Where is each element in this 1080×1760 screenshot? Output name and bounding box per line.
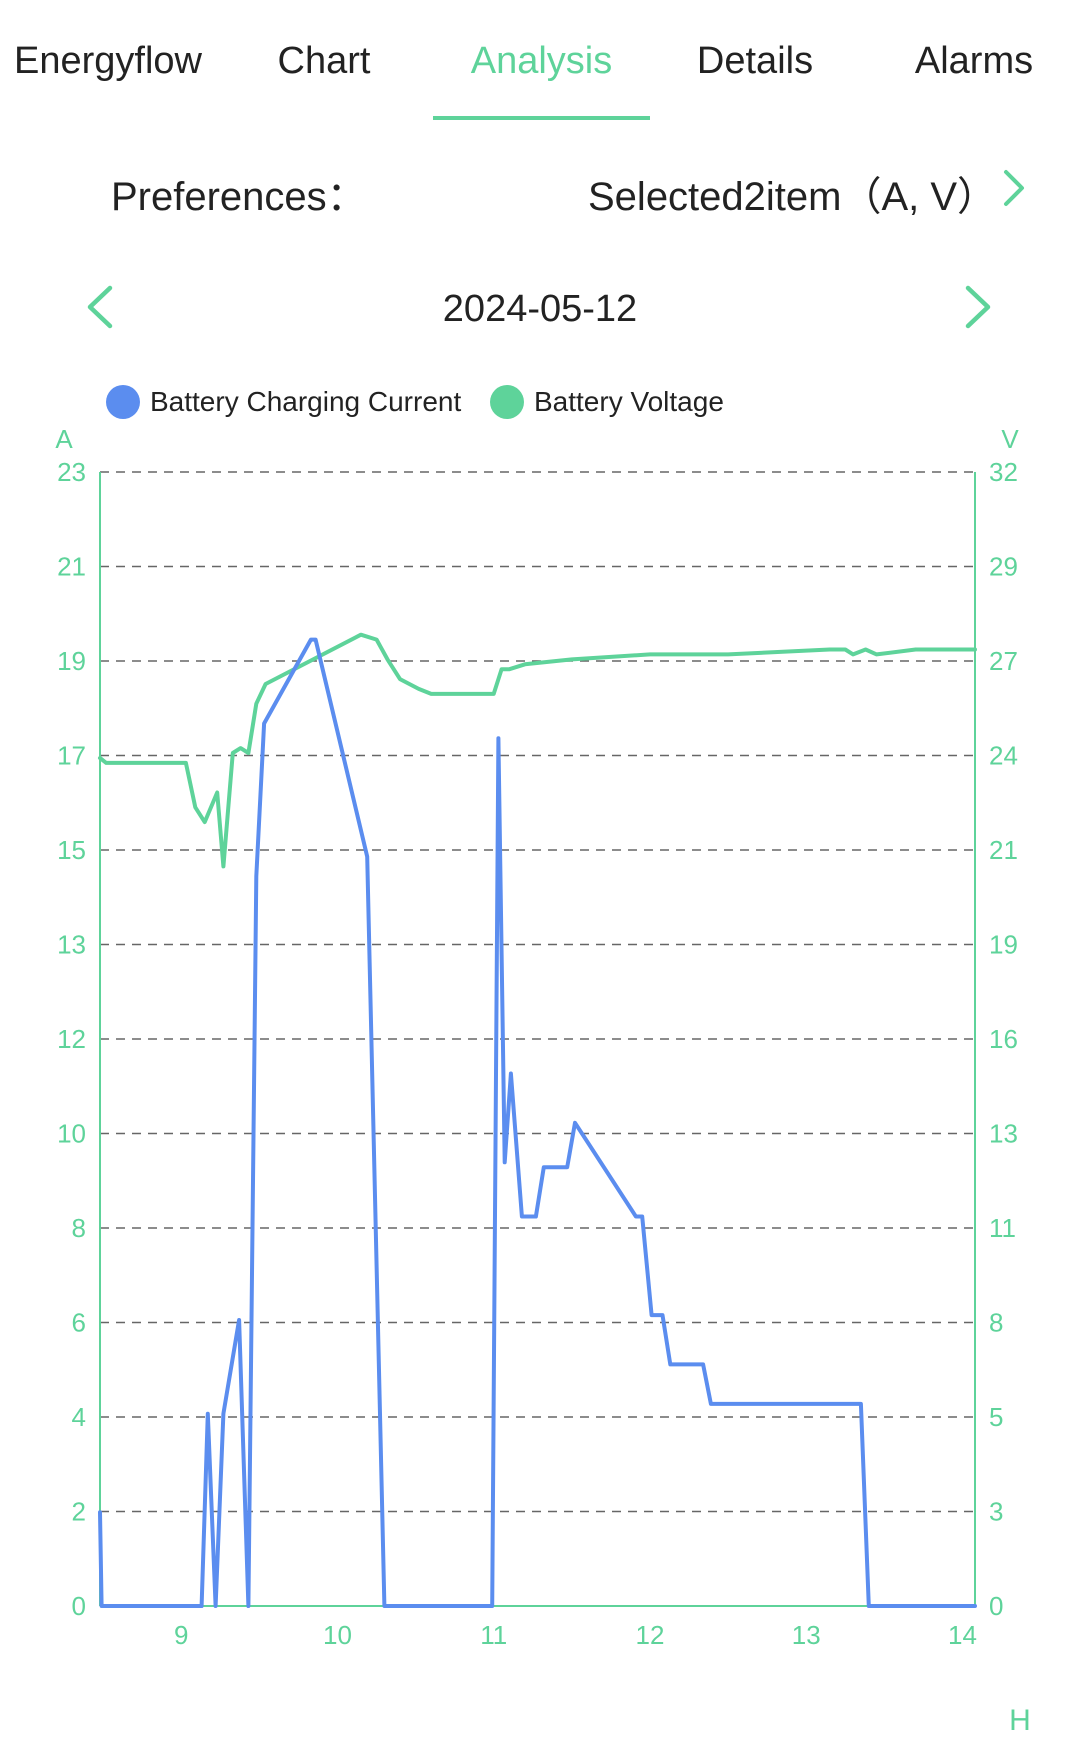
x-axis-tick-label: 14	[948, 1620, 977, 1650]
chart-legend: Battery Charging Current Battery Voltage	[0, 380, 1080, 424]
right-axis-tick-label: 3	[989, 1497, 1003, 1527]
right-axis-tick-label: 5	[989, 1402, 1003, 1432]
left-axis-tick-label: 4	[72, 1402, 86, 1432]
right-axis-unit: V	[1001, 424, 1019, 454]
tab-details[interactable]: Details	[696, 40, 814, 82]
date-navigator: 2024-05-12	[0, 280, 1080, 340]
left-axis-tick-label: 13	[57, 930, 86, 960]
chevron-right-icon[interactable]	[962, 284, 994, 330]
legend-dot-current	[106, 385, 140, 419]
legend-label-voltage: Battery Voltage	[534, 386, 724, 417]
x-axis-tick-label: 10	[323, 1620, 352, 1650]
date-label: 2024-05-12	[442, 288, 638, 330]
left-axis-tick-label: 23	[57, 457, 86, 487]
left-axis-tick-label: 8	[72, 1213, 86, 1243]
left-axis-tick-label: 19	[57, 646, 86, 676]
legend-dot-voltage	[490, 385, 524, 419]
x-axis-tick-label: 9	[174, 1620, 188, 1650]
right-axis-tick-label: 16	[989, 1024, 1018, 1054]
right-axis-tick-label: 21	[989, 835, 1018, 865]
preferences-label: Preferences：	[111, 175, 367, 219]
left-axis-tick-label: 6	[72, 1308, 86, 1338]
right-axis-tick-label: 32	[989, 457, 1018, 487]
tab-analysis[interactable]: Analysis	[470, 40, 613, 82]
tab-chart[interactable]: Chart	[277, 40, 371, 82]
left-axis-tick-label: 12	[57, 1024, 86, 1054]
tab-alarms[interactable]: Alarms	[914, 40, 1034, 82]
left-axis-tick-label: 15	[57, 835, 86, 865]
right-axis-tick-label: 29	[989, 552, 1018, 582]
right-axis-tick-label: 27	[989, 646, 1018, 676]
chevron-right-icon[interactable]	[1000, 168, 1028, 208]
preferences-value: Selected2item（A, V）	[588, 175, 998, 219]
right-axis-tick-label: 11	[989, 1213, 1016, 1243]
tab-energyflow[interactable]: Energyflow	[14, 40, 202, 82]
x-axis-unit: H	[1009, 1704, 1031, 1737]
right-axis-tick-label: 8	[989, 1308, 1003, 1338]
preferences-row[interactable]: Preferences： Selected2item（A, V）	[0, 160, 1080, 220]
series-line-battery-charging-current	[98, 637, 977, 1608]
x-axis-tick-label: 13	[792, 1620, 821, 1650]
active-tab-indicator	[433, 116, 650, 120]
series-line-battery-voltage	[98, 632, 977, 869]
tab-bar: Energyflow Chart Analysis Details Alarms	[0, 0, 1080, 122]
left-axis-tick-label: 17	[57, 741, 86, 771]
right-axis-tick-label: 24	[989, 741, 1018, 771]
x-axis-tick-label: 11	[480, 1620, 507, 1650]
right-axis-tick-label: 0	[989, 1591, 1003, 1621]
left-axis-tick-label: 21	[57, 552, 86, 582]
right-axis-tick-label: 19	[989, 930, 1018, 960]
left-axis-tick-label: 10	[57, 1119, 86, 1149]
chevron-left-icon[interactable]	[84, 284, 116, 330]
left-axis-tick-label: 0	[72, 1591, 86, 1621]
right-axis-tick-label: 13	[989, 1119, 1018, 1149]
legend-label-current: Battery Charging Current	[150, 386, 462, 417]
left-axis-tick-label: 2	[72, 1497, 86, 1527]
left-axis-unit: A	[55, 424, 73, 454]
x-axis-tick-label: 12	[636, 1620, 665, 1650]
